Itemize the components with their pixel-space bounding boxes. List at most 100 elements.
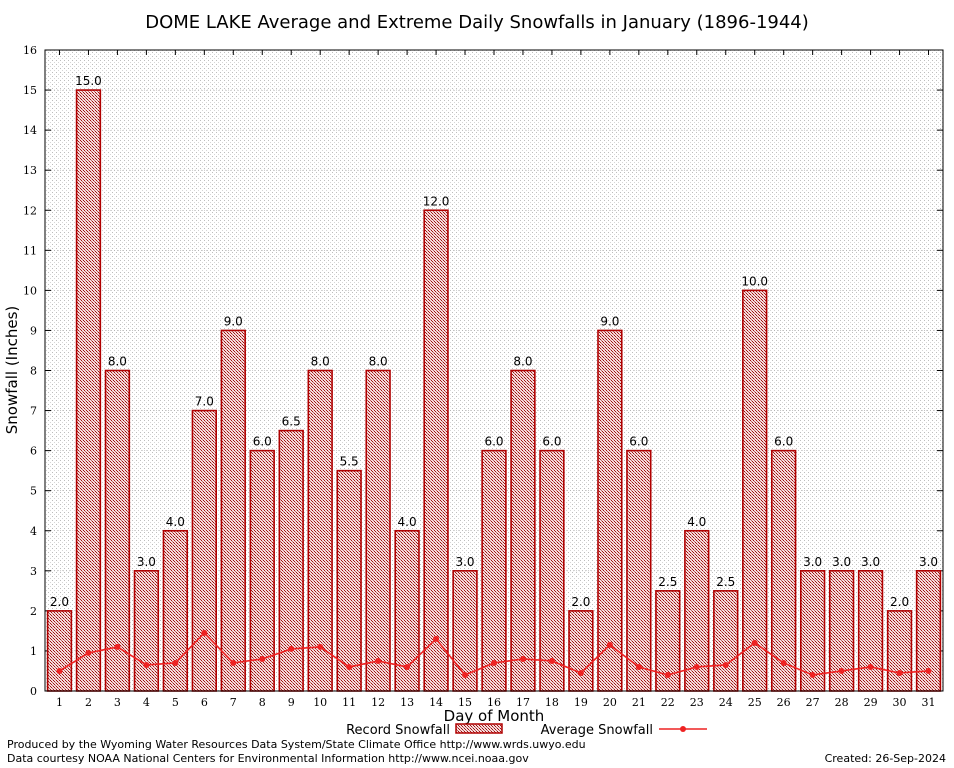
- average-point-day-20: [606, 641, 613, 648]
- bar-day-7: [220, 329, 246, 692]
- average-point-day-14: [433, 635, 440, 642]
- x-tick-label: 19: [574, 696, 588, 709]
- x-tick-label: 8: [259, 696, 266, 709]
- chart-title: DOME LAKE Average and Extreme Daily Snow…: [145, 12, 809, 33]
- bar-day-4: [133, 570, 160, 692]
- average-point-day-27: [809, 671, 816, 678]
- bar-day-1: [46, 610, 73, 692]
- average-point-day-8: [259, 655, 266, 662]
- bar-label-day-26: 6.0: [774, 435, 793, 449]
- x-tick-label: 15: [458, 696, 472, 709]
- y-tick-label: 12: [23, 204, 37, 217]
- legend-record-label: Record Snowfall: [346, 723, 450, 738]
- x-tick-label: 5: [172, 696, 179, 709]
- footer-produced-by: Produced by the Wyoming Water Resources …: [7, 738, 586, 751]
- bar-label-day-22: 2.5: [658, 575, 677, 589]
- x-axis-label: Day of Month: [444, 707, 545, 725]
- average-point-day-25: [751, 639, 758, 646]
- x-tick-label: 4: [143, 696, 150, 709]
- y-tick-label: 6: [30, 445, 37, 458]
- bar-label-day-28: 3.0: [832, 555, 851, 569]
- x-tick-label: 9: [288, 696, 295, 709]
- average-point-day-13: [404, 663, 411, 670]
- y-tick-label: 11: [23, 244, 37, 257]
- bar-day-16: [481, 449, 507, 692]
- bar-label-day-31: 3.0: [919, 555, 938, 569]
- bar-label-day-29: 3.0: [861, 555, 880, 569]
- bar-day-24: [713, 590, 739, 692]
- bar-label-day-8: 6.0: [253, 435, 272, 449]
- average-point-day-26: [780, 659, 787, 666]
- legend: Record Snowfall Average Snowfall: [346, 723, 707, 738]
- y-tick-label: 15: [23, 84, 37, 97]
- bar-label-day-27: 3.0: [803, 555, 822, 569]
- x-tick-label: 6: [201, 696, 208, 709]
- x-tick-label: 25: [748, 696, 762, 709]
- average-point-day-1: [56, 667, 63, 674]
- bar-day-29: [857, 570, 884, 692]
- y-tick-label: 3: [30, 565, 37, 578]
- average-point-day-19: [577, 669, 584, 676]
- bar-day-30: [886, 610, 913, 692]
- bar-label-day-7: 9.0: [224, 314, 243, 328]
- legend-average-marker: [680, 726, 686, 732]
- average-point-day-23: [693, 663, 700, 670]
- x-tick-label: 14: [429, 696, 443, 709]
- average-point-day-7: [230, 659, 237, 666]
- average-snowfall-series: [56, 629, 932, 678]
- average-point-day-22: [664, 671, 671, 678]
- bar-label-day-15: 3.0: [455, 555, 474, 569]
- y-tick-label: 4: [30, 525, 37, 538]
- y-axis-label: Snowfall (Inches): [3, 306, 21, 434]
- bar-label-day-25: 10.0: [741, 274, 768, 288]
- average-point-day-2: [85, 649, 92, 656]
- x-tick-label: 11: [342, 696, 356, 709]
- y-tick-label: 5: [30, 485, 37, 498]
- average-point-day-21: [635, 663, 642, 670]
- y-tick-label: 1: [30, 645, 37, 658]
- bar-label-day-30: 2.0: [890, 595, 909, 609]
- y-tick-label: 16: [23, 44, 37, 57]
- legend-record-swatch: [455, 723, 503, 734]
- bar-day-14: [423, 209, 449, 692]
- average-point-day-31: [925, 667, 932, 674]
- x-tick-label: 16: [487, 696, 501, 709]
- bar-label-day-9: 6.5: [282, 415, 301, 429]
- bar-label-day-18: 6.0: [542, 435, 561, 449]
- average-point-day-10: [317, 643, 324, 650]
- x-tick-label: 24: [719, 696, 733, 709]
- bar-label-day-11: 5.5: [340, 455, 359, 469]
- x-tick-label: 18: [545, 696, 559, 709]
- average-point-day-3: [114, 643, 121, 650]
- y-tick-label: 0: [30, 685, 37, 698]
- x-tick-label: 23: [690, 696, 704, 709]
- bar-label-day-19: 2.0: [571, 595, 590, 609]
- x-tick-label: 12: [371, 696, 385, 709]
- bar-label-day-16: 6.0: [484, 435, 503, 449]
- y-tick-label: 7: [30, 405, 37, 418]
- bar-label-day-2: 15.0: [75, 74, 102, 88]
- bar-day-26: [771, 449, 797, 692]
- bar-label-day-21: 6.0: [629, 435, 648, 449]
- y-tick-label: 9: [30, 324, 37, 337]
- x-tick-label: 3: [114, 696, 121, 709]
- x-tick-label: 2: [85, 696, 92, 709]
- bar-label-day-23: 4.0: [687, 515, 706, 529]
- average-point-day-6: [201, 629, 208, 636]
- bar-day-11: [336, 469, 362, 692]
- bar-label-day-4: 3.0: [137, 555, 156, 569]
- bar-day-12: [365, 369, 391, 692]
- x-tick-label: 10: [313, 696, 327, 709]
- x-tick-label: 30: [893, 696, 907, 709]
- bar-day-17: [510, 369, 536, 692]
- bar-day-25: [742, 289, 768, 692]
- x-tick-label: 1: [56, 696, 63, 709]
- y-tick-label: 8: [30, 365, 37, 378]
- average-point-day-18: [548, 657, 555, 664]
- x-tick-label: 26: [777, 696, 791, 709]
- x-tick-label: 7: [230, 696, 237, 709]
- average-point-day-30: [896, 669, 903, 676]
- x-tick-label: 13: [400, 696, 414, 709]
- legend-average-label: Average Snowfall: [541, 723, 653, 738]
- x-tick-label: 31: [922, 696, 936, 709]
